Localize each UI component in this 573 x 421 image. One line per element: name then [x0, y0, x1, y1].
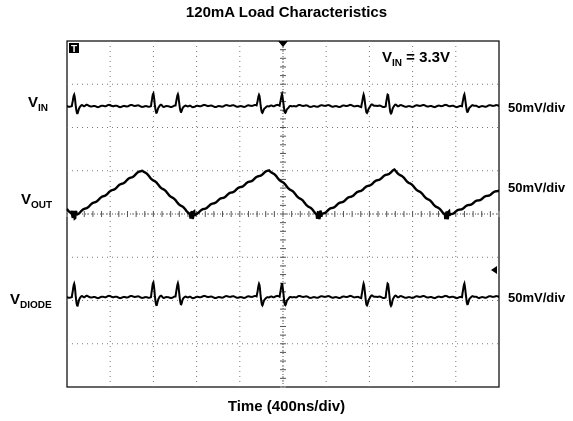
series-trace-vout: [66, 167, 500, 221]
trigger-level-marker: [491, 266, 497, 274]
plot-traces: [66, 90, 500, 309]
chart-title: 120mA Load Characteristics: [185, 4, 388, 21]
series-label-vdiode: VDIODE: [10, 291, 52, 311]
vin-annotation: VIN = 3.3V: [382, 49, 450, 69]
series-label-vin: VIN: [28, 94, 49, 114]
series-trace-vdiode: [66, 279, 500, 309]
series-scale-vout: 50mV/div: [508, 180, 566, 195]
series-scale-vin: 50mV/div: [508, 100, 566, 115]
x-axis-label: Time (400ns/div): [227, 398, 346, 415]
plot-markers: T: [69, 41, 497, 274]
trigger-position-marker: [278, 41, 288, 47]
trigger-t-marker-letter: T: [71, 44, 77, 55]
series-trace-vin: [66, 90, 500, 116]
series-scale-vdiode: 50mV/div: [508, 290, 566, 305]
plot-grid: [66, 40, 500, 388]
series-label-vout: VOUT: [21, 191, 53, 211]
trigger-t-marker: [69, 43, 79, 53]
